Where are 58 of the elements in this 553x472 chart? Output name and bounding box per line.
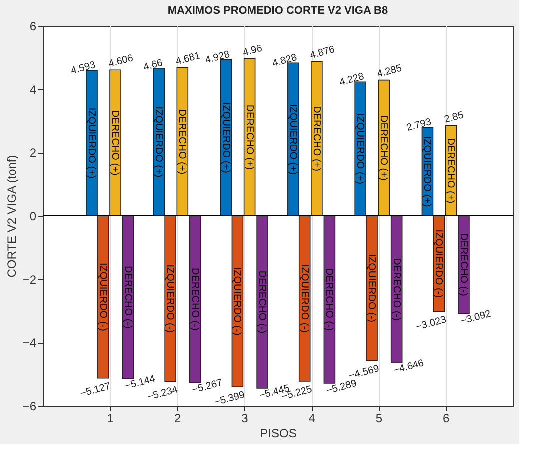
- data-label: 2.85: [443, 110, 466, 126]
- y-tick-label: 6: [30, 20, 37, 34]
- y-axis-title: CORTE V2 VIGA (tonf): [4, 155, 19, 278]
- text: DERECHO (+): [310, 106, 322, 172]
- text: IZQUIERDO (+): [220, 102, 232, 174]
- x-tick-label: 1: [107, 412, 114, 426]
- data-label: 4.66: [142, 58, 165, 74]
- data-label: −4.646: [392, 358, 426, 377]
- text: IZQUIERDO (+): [287, 104, 298, 175]
- series-label: DERECHO (+): [110, 110, 121, 176]
- data-label: −5.127: [79, 381, 112, 400]
- text: DERECHO (-): [390, 258, 402, 321]
- data-label: −3.092: [460, 308, 493, 328]
- text: IZQUIERDO (+): [153, 106, 164, 178]
- data-label: −5.289: [325, 378, 359, 398]
- data-label: 4.876: [309, 44, 337, 62]
- y-tick-label: −2: [22, 272, 37, 287]
- bar: [311, 61, 323, 216]
- data-label: −3.023: [415, 314, 448, 334]
- y-tick-label: 2: [30, 146, 37, 160]
- text: DERECHO (+): [244, 104, 255, 170]
- x-axis-title: PISOS: [260, 426, 297, 440]
- text: DERECHO (-): [189, 268, 200, 331]
- chart-title: MAXIMOS PROMEDIO CORTE V2 VIGA B8: [168, 5, 388, 17]
- series-label: DERECHO (-): [122, 266, 134, 329]
- data-label: 4.928: [204, 49, 232, 66]
- data-label: 2.793: [406, 116, 434, 134]
- text: IZQUIERDO (-): [366, 254, 377, 323]
- text: DERECHO (+): [176, 109, 188, 175]
- x-tick-label: 6: [443, 412, 450, 426]
- data-label: 4.285: [376, 63, 404, 80]
- data-label: 4.593: [70, 60, 98, 78]
- text: DERECHO (-): [458, 234, 469, 296]
- x-tick-label: 3: [242, 412, 249, 426]
- text: IZQUIERDO (-): [164, 264, 176, 334]
- text: DERECHO (-): [324, 268, 335, 332]
- data-label: 4.681: [174, 50, 202, 68]
- text: IZQUIERDO (-): [232, 267, 243, 336]
- x-tick-label: 5: [376, 412, 383, 426]
- x-tick-label: 4: [308, 412, 316, 426]
- y-tick-label: −6: [22, 400, 37, 414]
- text: DERECHO (+): [378, 116, 390, 181]
- text: DERECHO (-): [256, 270, 268, 334]
- text: DERECHO (+): [445, 138, 456, 204]
- series-label: IZQUIERDO (-): [97, 263, 108, 332]
- x-tick-label: 2: [174, 412, 182, 426]
- text: IZQUIERDO (+): [354, 114, 366, 184]
- y-tick-label: −4: [22, 336, 37, 350]
- data-label: 4.828: [271, 52, 299, 70]
- series-label: IZQUIERDO (+): [86, 108, 98, 179]
- text: IZQUIERDO (-): [433, 230, 444, 298]
- text: IZQUIERDO (+): [422, 136, 433, 208]
- data-label: 4.606: [108, 52, 136, 70]
- y-tick-label: 4: [30, 82, 37, 97]
- y-tick-label: 0: [30, 210, 37, 224]
- data-label: 4.228: [338, 71, 366, 89]
- data-label: 4.96: [242, 43, 264, 59]
- text: IZQUIERDO (-): [298, 264, 310, 333]
